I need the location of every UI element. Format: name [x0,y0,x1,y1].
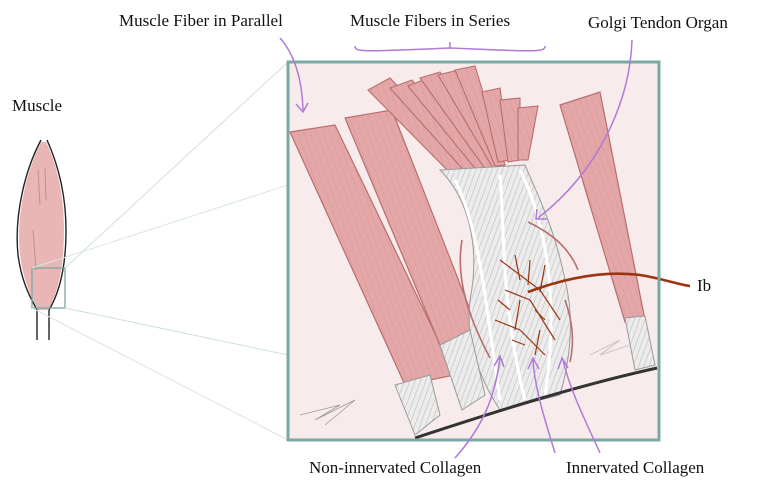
label-innervated-collagen: Innervated Collagen [566,458,705,477]
label-golgi-tendon-organ: Golgi Tendon Organ [588,13,728,32]
series-fibers [367,65,539,179]
zoom-box [31,267,66,309]
label-ib: Ib [697,276,712,295]
nerve-branches [494,254,561,356]
small-muscle [16,61,289,441]
label-muscle-fibers-series: Muscle Fibers in Series [350,11,511,30]
label-non-innervated-collagen: Non-innervated Collagen [309,458,482,477]
ib-nerve-fiber [527,272,691,294]
parallel-fibers [289,91,646,386]
label-pointers [279,37,633,459]
label-muscle-fiber-parallel: Muscle Fiber in Parallel [119,11,283,30]
label-muscle: Muscle [12,96,63,115]
zoom-panel [286,60,691,442]
golgi-capsule [459,221,579,363]
